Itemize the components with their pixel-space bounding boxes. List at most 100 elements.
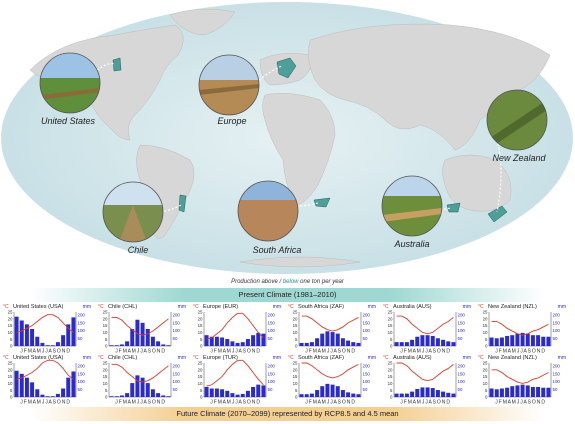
precipitation-bar <box>351 342 356 346</box>
precipitation-bar <box>55 393 60 397</box>
precipitation-bar <box>489 337 494 346</box>
south-africa-region <box>313 197 331 208</box>
precipitation-bar <box>256 332 261 346</box>
precipitation-bar <box>14 316 19 346</box>
precipitation-bar <box>399 342 404 346</box>
temp-tick-label: 5 <box>485 388 488 393</box>
climate-panel-future: 25 20 15 10 5 0 200 150 100 50 J F M A M J J A S O… <box>383 355 471 406</box>
photo-new-zealand <box>486 89 548 151</box>
temp-tick-label: 10 <box>388 330 393 335</box>
temp-tick-label: 15 <box>388 374 393 379</box>
precipitation-bar <box>330 384 335 397</box>
precipitation-bar <box>225 339 230 346</box>
greenland <box>169 8 236 36</box>
legend-below: below <box>282 279 299 285</box>
precipitation-bar <box>415 388 420 397</box>
panel-title: New Zealand (NZL) <box>488 355 537 361</box>
chart-axes <box>488 363 552 398</box>
precipitation-bar <box>320 333 325 346</box>
precip-tick-label: 50 <box>553 387 558 392</box>
panel-title: Chile (CHL) <box>108 355 138 361</box>
precipitation-bar <box>30 382 35 397</box>
precipitation-bar <box>404 342 409 346</box>
temp-tick-label: 10 <box>198 330 203 335</box>
precipitation-bar <box>24 324 29 346</box>
precip-tick-label: 100 <box>363 379 371 384</box>
temperature-line <box>491 321 549 336</box>
temp-tick-label: 0 <box>10 344 13 349</box>
precipitation-bar <box>404 393 409 397</box>
precipitation-bar <box>71 317 76 346</box>
precipitation-bar <box>415 336 420 346</box>
precipitation-bar <box>536 386 541 397</box>
asia <box>308 23 551 151</box>
precip-tick-label: 50 <box>268 387 273 392</box>
precipitation-bar <box>330 332 335 346</box>
precipitation-bar <box>245 390 250 397</box>
precipitation-bar <box>420 387 425 397</box>
precipitation-bar <box>335 386 340 397</box>
temp-tick-label: 20 <box>388 367 393 372</box>
temp-unit: °C <box>383 355 389 361</box>
climate-panel-future: 25 20 15 10 5 0 200 150 100 50 J F M A M J J A S O… <box>478 355 566 406</box>
precip-tick-label: 200 <box>173 364 181 369</box>
precipitation-bar <box>441 339 446 346</box>
panel-title: New Zealand (NZL) <box>488 304 537 310</box>
precipitation-bar <box>346 340 351 346</box>
precipitation-bar <box>261 333 266 346</box>
temp-tick-label: 20 <box>103 367 108 372</box>
precip-tick-label: 200 <box>553 313 561 318</box>
precip-unit: mm <box>177 304 186 310</box>
precipitation-bar <box>325 331 330 346</box>
temp-tick-label: 10 <box>8 330 13 335</box>
precipitation-bar <box>299 394 304 397</box>
temp-tick-label: 25 <box>103 310 108 315</box>
precip-tick-label: 50 <box>78 387 83 392</box>
precip-tick-label: 200 <box>363 313 371 318</box>
precip-tick-label: 50 <box>363 387 368 392</box>
temp-tick-label: 0 <box>200 344 203 349</box>
temp-tick-label: 15 <box>8 323 13 328</box>
precip-tick-label: 100 <box>268 379 276 384</box>
precip-tick-label: 150 <box>553 371 561 376</box>
month-labels: J F M A M J J A S O N D <box>20 349 70 355</box>
precipitation-bar <box>541 336 546 346</box>
temp-tick-label: 0 <box>390 344 393 349</box>
precipitation-bar <box>50 345 55 346</box>
temp-tick-label: 0 <box>295 344 298 349</box>
temp-unit: °C <box>98 355 104 361</box>
month-labels: J F M A M J J A S O N D <box>495 400 545 406</box>
temp-unit: °C <box>288 304 294 310</box>
precipitation-bar <box>19 320 24 346</box>
precipitation-bar <box>135 319 140 346</box>
world-map: United States Europe New Zealand Chile S… <box>1 2 573 274</box>
precipitation-bar <box>61 335 66 346</box>
temp-tick-label: 5 <box>10 388 13 393</box>
temperature-line <box>111 316 169 336</box>
temp-tick-label: 5 <box>390 337 393 342</box>
precipitation-bar <box>435 338 440 346</box>
precipitation-bar <box>505 387 510 397</box>
precipitation-bar <box>109 345 114 346</box>
production-legend: Production above / below one ton per yea… <box>0 279 575 285</box>
precipitation-bar <box>166 396 171 397</box>
chart-axes <box>13 312 77 347</box>
temp-tick-label: 5 <box>105 388 108 393</box>
precipitation-bar <box>125 393 130 397</box>
temp-tick-label: 5 <box>200 388 203 393</box>
precip-tick-label: 150 <box>173 371 181 376</box>
precipitation-bar <box>451 342 456 346</box>
temp-unit: °C <box>3 304 9 310</box>
precip-tick-label: 50 <box>173 336 178 341</box>
precip-tick-label: 150 <box>458 320 466 325</box>
month-labels: J F M A M J J A S O N D <box>20 400 70 406</box>
month-labels: J F M A M J J A S O N D <box>115 349 165 355</box>
temp-tick-label: 10 <box>293 381 298 386</box>
photo-united-states <box>39 52 101 114</box>
precip-tick-label: 100 <box>458 379 466 384</box>
temp-unit: °C <box>288 355 294 361</box>
chart-axes <box>298 363 362 398</box>
temp-tick-label: 5 <box>485 337 488 342</box>
